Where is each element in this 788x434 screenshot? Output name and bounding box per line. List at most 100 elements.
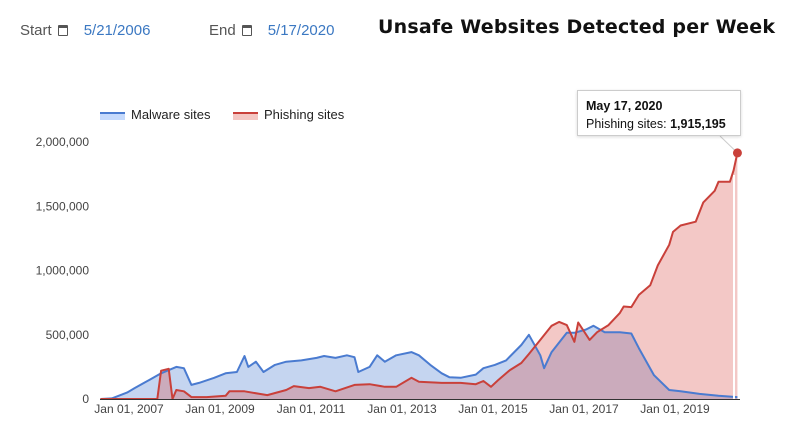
phishing-point[interactable]	[353, 384, 355, 386]
phishing-point[interactable]	[183, 390, 185, 392]
malware-point[interactable]	[353, 356, 355, 358]
malware-point[interactable]	[653, 374, 655, 376]
phishing-point[interactable]	[573, 341, 575, 343]
phishing-point[interactable]	[285, 389, 287, 391]
start-date-control[interactable]: Start 5/21/2006	[20, 22, 150, 39]
phishing-point[interactable]	[460, 382, 462, 384]
malware-point[interactable]	[376, 354, 378, 356]
malware-point[interactable]	[395, 354, 397, 356]
phishing-point[interactable]	[657, 264, 659, 266]
malware-point[interactable]	[551, 351, 553, 353]
phishing-point[interactable]	[623, 305, 625, 307]
malware-point[interactable]	[418, 354, 420, 356]
phishing-point[interactable]	[319, 386, 321, 388]
malware-point[interactable]	[300, 359, 302, 361]
phishing-point[interactable]	[509, 369, 511, 371]
phishing-point[interactable]	[475, 383, 477, 385]
phishing-point[interactable]	[668, 244, 670, 246]
phishing-point[interactable]	[190, 396, 192, 398]
malware-point[interactable]	[592, 325, 594, 327]
malware-point[interactable]	[357, 371, 359, 373]
malware-point[interactable]	[183, 367, 185, 369]
phishing-point[interactable]	[520, 362, 522, 364]
malware-point[interactable]	[225, 372, 227, 374]
phishing-point[interactable]	[695, 221, 697, 223]
malware-point[interactable]	[384, 361, 386, 363]
start-date-value[interactable]: 5/21/2006	[83, 22, 151, 39]
phishing-point[interactable]	[577, 322, 579, 324]
malware-point[interactable]	[285, 361, 287, 363]
phishing-point[interactable]	[266, 394, 268, 396]
malware-point[interactable]	[604, 331, 606, 333]
malware-point[interactable]	[274, 364, 276, 366]
phishing-point[interactable]	[384, 386, 386, 388]
malware-point[interactable]	[369, 366, 371, 368]
malware-point[interactable]	[494, 364, 496, 366]
malware-point[interactable]	[630, 332, 632, 334]
phishing-point[interactable]	[733, 169, 735, 171]
malware-point[interactable]	[699, 393, 701, 395]
calendar-icon[interactable]	[241, 25, 252, 36]
malware-point[interactable]	[638, 347, 640, 349]
end-date-control[interactable]: End 5/17/2020	[209, 22, 334, 39]
malware-point[interactable]	[134, 387, 136, 389]
malware-point[interactable]	[175, 366, 177, 368]
phishing-point[interactable]	[335, 390, 337, 392]
malware-point[interactable]	[198, 382, 200, 384]
phishing-point[interactable]	[225, 395, 227, 397]
phishing-point[interactable]	[680, 225, 682, 227]
malware-point[interactable]	[528, 334, 530, 336]
phishing-point[interactable]	[630, 306, 632, 308]
phishing-point[interactable]	[418, 381, 420, 383]
phishing-point[interactable]	[293, 385, 295, 387]
malware-point[interactable]	[190, 384, 192, 386]
phishing-point[interactable]	[649, 284, 651, 286]
malware-point[interactable]	[460, 377, 462, 379]
phishing-point[interactable]	[175, 389, 177, 391]
phishing-point[interactable]	[608, 324, 610, 326]
malware-point[interactable]	[717, 395, 719, 397]
phishing-point[interactable]	[638, 294, 640, 296]
malware-point[interactable]	[543, 367, 545, 369]
malware-point[interactable]	[262, 371, 264, 373]
malware-point[interactable]	[505, 359, 507, 361]
phishing-point[interactable]	[619, 312, 621, 314]
phishing-point[interactable]	[395, 386, 397, 388]
phishing-point[interactable]	[528, 353, 530, 355]
malware-point[interactable]	[213, 377, 215, 379]
phishing-point[interactable]	[308, 387, 310, 389]
phishing-point[interactable]	[441, 382, 443, 384]
phishing-point[interactable]	[566, 324, 568, 326]
phishing-point[interactable]	[168, 368, 170, 370]
phishing-point[interactable]	[228, 390, 230, 392]
malware-point[interactable]	[619, 331, 621, 333]
phishing-point[interactable]	[259, 393, 261, 395]
phishing-point[interactable]	[490, 386, 492, 388]
phishing-point[interactable]	[672, 231, 674, 233]
malware-point[interactable]	[335, 357, 337, 359]
malware-point[interactable]	[247, 366, 249, 368]
malware-point[interactable]	[441, 372, 443, 374]
malware-point[interactable]	[475, 374, 477, 376]
phishing-point[interactable]	[589, 339, 591, 341]
phishing-point[interactable]	[596, 331, 598, 333]
phishing-point[interactable]	[729, 181, 731, 183]
malware-point[interactable]	[448, 376, 450, 378]
malware-point[interactable]	[585, 329, 587, 331]
malware-point[interactable]	[680, 390, 682, 392]
malware-point[interactable]	[482, 367, 484, 369]
malware-point[interactable]	[668, 389, 670, 391]
malware-point[interactable]	[539, 354, 541, 356]
calendar-icon[interactable]	[57, 25, 68, 36]
malware-point[interactable]	[323, 355, 325, 357]
phishing-point[interactable]	[206, 396, 208, 398]
phishing-point[interactable]	[702, 201, 704, 203]
malware-point[interactable]	[236, 371, 238, 373]
phishing-point[interactable]	[482, 380, 484, 382]
phishing-point[interactable]	[498, 379, 500, 381]
phishing-point[interactable]	[160, 370, 162, 372]
malware-point[interactable]	[520, 344, 522, 346]
phishing-point[interactable]	[244, 390, 246, 392]
phishing-point[interactable]	[714, 190, 716, 192]
phishing-point[interactable]	[369, 383, 371, 385]
